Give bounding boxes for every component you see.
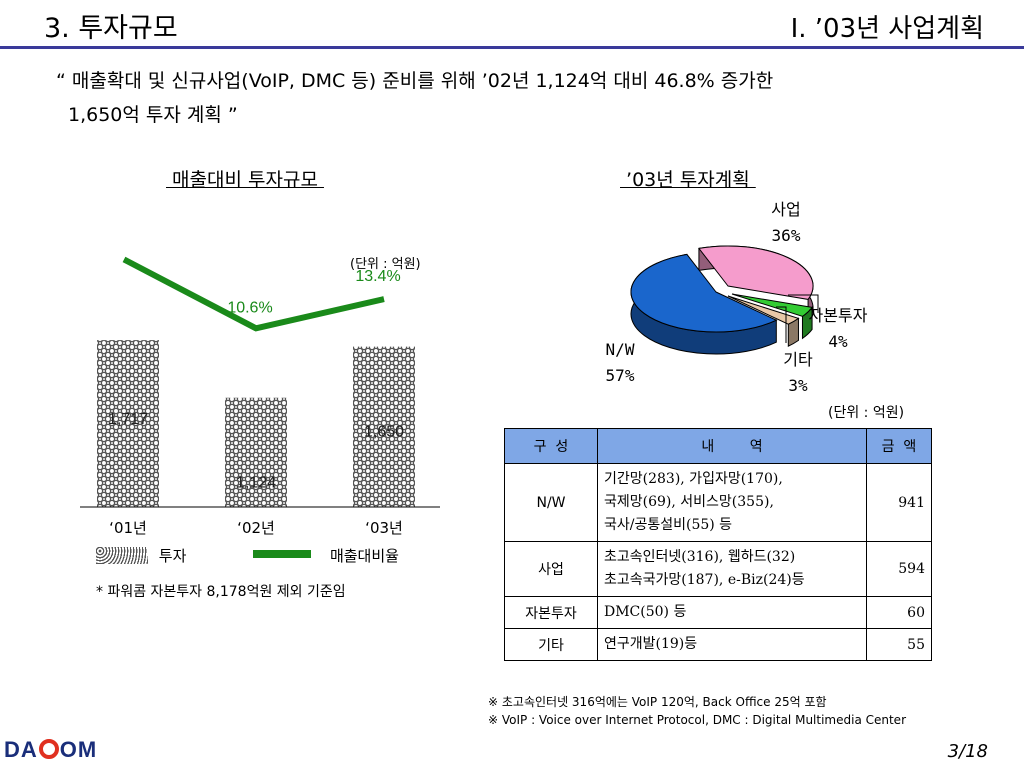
summary-line-1: “ 매출확대 및 신규사업(VoIP, DMC 등) 준비를 위해 ’02년 1…	[56, 70, 774, 92]
ratio-label: 13.4%	[355, 268, 400, 285]
row-amount: 941	[866, 463, 932, 542]
note-line: ※ 초고속인터넷 316억에는 VoIP 120억, Back Office 2…	[488, 695, 827, 709]
pie-pct-label: 4%	[828, 332, 848, 351]
pie-slice-1	[698, 245, 814, 300]
pie-slice-label: 기타	[783, 350, 813, 369]
row-details: DMC(50) 등	[597, 596, 867, 629]
table-row: N/W 기간망(283), 가입자망(170), 국제망(69), 서비스망(3…	[504, 463, 932, 542]
bar-value-label: 1,650	[364, 424, 404, 441]
logo-text-left: DA	[4, 737, 38, 762]
pie-slice-2	[731, 293, 813, 317]
pie-slice-label: 자본투자	[809, 306, 868, 325]
table-header-row: 구 성 내 역 금 액	[504, 428, 932, 464]
section-title: 3. 투자규모	[44, 13, 178, 44]
pie-slice-label: 사업	[771, 200, 800, 219]
pie-slice-label: N/W	[606, 340, 635, 359]
x-tick-label: ‘02년	[237, 519, 275, 537]
pie-pct-label: 57%	[606, 366, 635, 385]
ratio-label: 10.6%	[227, 299, 272, 316]
logo-ring-icon	[38, 739, 59, 759]
row-category: 기타	[504, 628, 598, 661]
summary-line-2: 1,650억 투자 계획 ”	[68, 104, 238, 126]
legend-bar-label: 투자	[158, 547, 187, 565]
pie-unit-label: (단위 : 억원)	[828, 405, 905, 421]
row-details: 연구개발(19)등	[597, 628, 867, 661]
pie-slice-3	[727, 295, 800, 325]
table-row: 사업 초고속인터넷(316), 웹하드(32) 초고속국가망(187), e-B…	[504, 541, 932, 597]
table-notes: ※ 초고속인터넷 316억에는 VoIP 120억, Back Office 2…	[488, 693, 906, 729]
legend-line-swatch	[253, 550, 312, 558]
note-line: ※ VoIP : Voice over Internet Protocol, D…	[488, 713, 906, 727]
bar-1	[97, 340, 159, 507]
bar-3	[353, 346, 415, 507]
row-details: 기간망(283), 가입자망(170), 국제망(69), 서비스망(355),…	[597, 463, 867, 542]
row-category: N/W	[504, 463, 598, 542]
pie-pct-label: 3%	[788, 376, 808, 395]
bar-unit-label: (단위 : 억원)	[350, 257, 421, 272]
page-heading: Ⅰ. ’03년 사업계획	[790, 14, 984, 44]
detail-line: 초고속국가망(187), e-Biz(24)등	[604, 572, 805, 588]
bar-chart-legend: 투자 매출대비율	[96, 545, 399, 566]
leader-line	[788, 294, 819, 313]
row-category: 사업	[504, 541, 598, 597]
col-header-details: 내 역	[597, 428, 867, 464]
pie-pct-label: 36%	[772, 226, 801, 245]
summary-text: “ 매출확대 및 신규사업(VoIP, DMC 등) 준비를 위해 ’02년 1…	[56, 64, 956, 132]
investment-pie-chart: 사업 36% 자본투자 4% 기타 3% N/W 57%	[606, 200, 868, 395]
table-row: 자본투자 DMC(50) 등 60	[504, 596, 932, 629]
bar-2	[225, 397, 287, 507]
bar-chart-title: 매출대비 투자규모	[166, 169, 324, 191]
legend-line-label: 매출대비율	[329, 547, 399, 565]
row-amount: 55	[866, 628, 932, 661]
header-divider	[0, 46, 1024, 49]
col-header-amount: 금 액	[866, 428, 932, 464]
investment-table: 구 성 내 역 금 액 N/W 기간망(283), 가입자망(170), 국제망…	[504, 428, 932, 661]
detail-line: 기간망(283), 가입자망(170),	[604, 471, 783, 487]
col-header-category: 구 성	[504, 428, 598, 464]
pie-chart-title: ’03년 투자계획	[620, 169, 756, 191]
pie-slice-4	[630, 253, 778, 333]
row-amount: 60	[866, 596, 932, 629]
row-category: 자본투자	[504, 596, 598, 629]
table-row: 기타 연구개발(19)등 55	[504, 628, 932, 661]
legend-bar-swatch	[96, 547, 148, 564]
detail-line: 국제망(69), 서비스망(355),	[604, 494, 774, 510]
leader-line	[776, 306, 787, 343]
row-amount: 594	[866, 541, 932, 597]
bar-value-label: 1,124	[236, 475, 276, 492]
page-number: 3/18	[947, 741, 988, 762]
detail-line: 연구개발(19)등	[604, 636, 698, 652]
ratio-line	[122, 256, 385, 332]
dacom-logo: DA OM	[4, 737, 97, 763]
detail-line: 초고속인터넷(316), 웹하드(32)	[604, 549, 796, 565]
x-tick-label: ‘01년	[109, 519, 147, 537]
bar-value-label: 1,717	[108, 411, 148, 428]
x-tick-label: ‘03년	[365, 519, 403, 537]
row-details: 초고속인터넷(316), 웹하드(32) 초고속국가망(187), e-Biz(…	[597, 541, 867, 597]
logo-text-right: OM	[59, 737, 98, 762]
detail-line: 국사/공통설비(55) 등	[604, 517, 733, 533]
detail-line: DMC(50) 등	[604, 604, 687, 620]
chart-footnote: * 파워콤 자본투자 8,178억원 제외 기준임	[96, 584, 346, 600]
